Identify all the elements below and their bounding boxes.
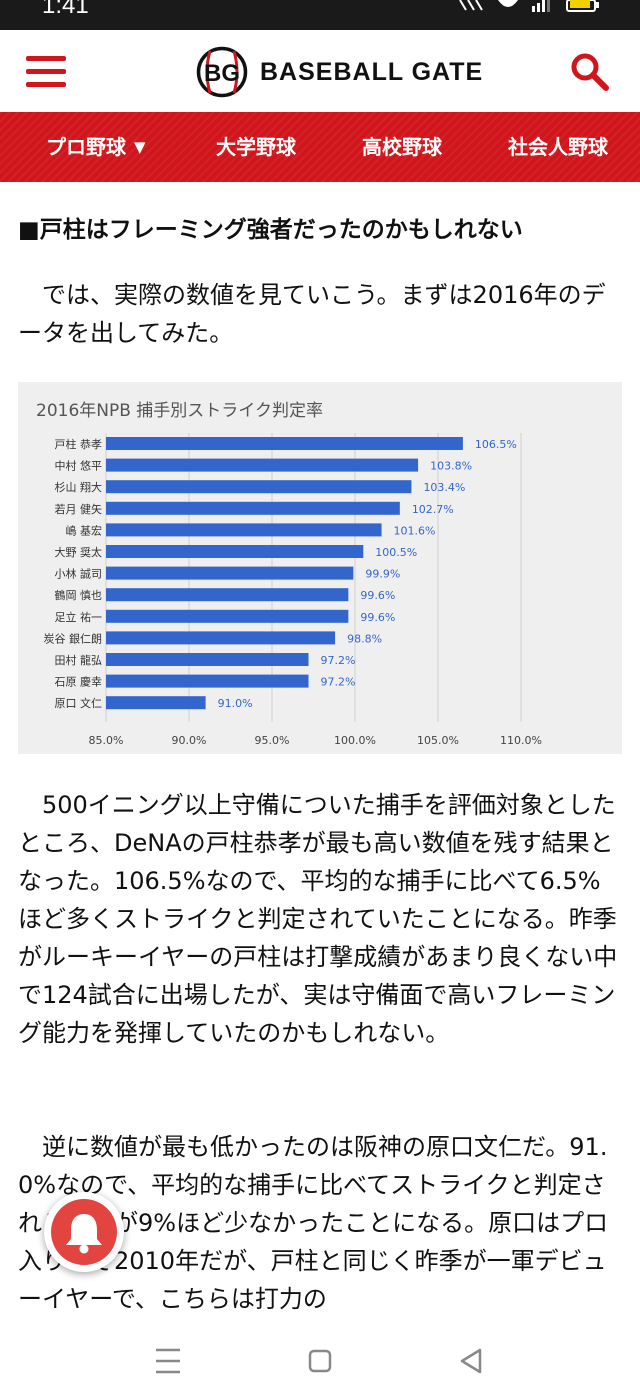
chart-title: 2016年NPB 捕手別ストライク判定率 bbox=[36, 401, 323, 421]
chart-value-label: 103.4% bbox=[423, 481, 465, 494]
chart-bar bbox=[106, 631, 336, 645]
wifi-icon bbox=[498, 0, 518, 7]
chart-bar bbox=[106, 523, 382, 537]
body-paragraph-1: 500イニング以上守備についた捕手を評価対象としたところ、DeNAの戸柱恭孝が最… bbox=[18, 791, 618, 1047]
chart-value-label: 101.6% bbox=[394, 524, 436, 537]
status-bar: 1:41 bbox=[0, 0, 640, 30]
chart-value-label: 99.6% bbox=[360, 611, 395, 624]
battery-icon bbox=[566, 0, 599, 12]
signal-icon bbox=[532, 0, 550, 12]
chart-category-label: 原口 文仁 bbox=[55, 696, 103, 710]
chart-bar bbox=[106, 458, 419, 472]
chart-xtick-label: 110.0% bbox=[500, 734, 542, 747]
chart-value-label: 99.6% bbox=[360, 589, 395, 602]
chart-value-label: 103.8% bbox=[430, 460, 472, 473]
status-icons bbox=[458, 0, 600, 14]
chart-category-label: 戸柱 恭孝 bbox=[55, 437, 103, 451]
nav-item-pro-baseball[interactable]: プロ野球 ▼ bbox=[46, 112, 146, 182]
chart-bar bbox=[106, 674, 309, 688]
chart-value-label: 100.5% bbox=[375, 546, 417, 559]
status-time: 1:41 bbox=[42, 0, 89, 19]
chart-xtick-label: 105.0% bbox=[417, 734, 459, 747]
chart-value-label: 98.8% bbox=[347, 632, 382, 645]
site-logo[interactable]: BG BASEBALL GATE bbox=[196, 46, 483, 98]
chart-xtick-label: 100.0% bbox=[334, 734, 376, 747]
chart-value-label: 102.7% bbox=[412, 503, 454, 516]
chart-xtick-label: 85.0% bbox=[89, 734, 124, 747]
chart-bar bbox=[106, 437, 463, 450]
chart-bar bbox=[106, 609, 349, 623]
chart-category-label: 炭谷 銀仁朗 bbox=[44, 631, 103, 645]
back-triangle-icon bbox=[460, 1348, 482, 1374]
logo-mark-icon: BG bbox=[196, 46, 248, 98]
recent-apps-button[interactable] bbox=[148, 1344, 188, 1378]
chart-bar bbox=[106, 566, 354, 580]
chart-category-label: 石原 慶幸 bbox=[55, 675, 103, 689]
chart-bar bbox=[106, 501, 400, 515]
category-nav: プロ野球 ▼ 大学野球 高校野球 社会人野球 bbox=[0, 112, 640, 182]
dropdown-arrow-icon: ▼ bbox=[134, 138, 146, 156]
body-paragraph-2: 逆に数値が最も低かったのは阪神の原口文仁だ。91.0%なので、平均的な捕手に比べ… bbox=[18, 1133, 609, 1313]
chart-value-label: 97.2% bbox=[321, 654, 356, 667]
search-button[interactable] bbox=[570, 52, 610, 92]
chart-category-label: 大野 奨太 bbox=[55, 545, 103, 559]
chart-value-label: 106.5% bbox=[475, 438, 517, 451]
chart-category-label: 中村 悠平 bbox=[55, 459, 103, 473]
logo-text: BASEBALL GATE bbox=[260, 57, 484, 86]
chart-category-label: 田村 龍弘 bbox=[55, 653, 103, 667]
chart-category-label: 若月 健矢 bbox=[55, 502, 103, 516]
hamburger-menu-icon[interactable] bbox=[26, 56, 66, 88]
chart-bar bbox=[106, 480, 412, 494]
chart-value-label: 91.0% bbox=[218, 697, 253, 710]
section-heading: ■戸柱はフレーミング強者だったのかもしれない bbox=[18, 217, 523, 243]
chart-svg: 2016年NPB 捕手別ストライク判定率 戸柱 恭孝 106.5% 中村 悠平 103… bbox=[36, 401, 542, 747]
nav-item-highschool-baseball[interactable]: 高校野球 bbox=[362, 135, 442, 159]
nav-item-label: プロ野球 bbox=[46, 135, 126, 159]
nav-item-corporate-baseball[interactable]: 社会人野球 bbox=[508, 135, 608, 159]
svg-text:BG: BG bbox=[204, 60, 240, 87]
nav-item-college-baseball[interactable]: 大学野球 bbox=[216, 135, 296, 159]
bell-icon bbox=[66, 1214, 102, 1254]
menu-lines-icon bbox=[156, 1348, 180, 1374]
site-header: BG BASEBALL GATE bbox=[0, 30, 640, 112]
chart-category-label: 嶋 基宏 bbox=[66, 523, 103, 537]
search-icon bbox=[571, 53, 609, 91]
chart-bar bbox=[106, 696, 206, 710]
chart-category-label: 足立 祐一 bbox=[55, 610, 103, 624]
chart-bar bbox=[106, 545, 364, 558]
notification-icon bbox=[459, 0, 483, 11]
chart-xtick-label: 90.0% bbox=[172, 734, 207, 747]
chart-bar bbox=[106, 653, 309, 666]
home-button[interactable] bbox=[300, 1344, 340, 1378]
system-nav-bar bbox=[0, 1326, 640, 1396]
chart-value-label: 99.9% bbox=[365, 568, 400, 581]
chart-category-label: 小林 誠司 bbox=[55, 567, 103, 581]
back-button[interactable] bbox=[452, 1344, 492, 1378]
chart-xtick-label: 95.0% bbox=[255, 734, 290, 747]
intro-paragraph: では、実際の数値を見ていこう。まずは2016年のデータを出してみた。 bbox=[18, 281, 606, 347]
chart-bar bbox=[106, 588, 349, 602]
chart-value-label: 97.2% bbox=[321, 676, 356, 689]
strike-rate-chart: 2016年NPB 捕手別ストライク判定率 戸柱 恭孝 106.5% 中村 悠平 103… bbox=[18, 382, 622, 754]
chart-category-label: 杉山 翔大 bbox=[55, 480, 103, 494]
notification-bell-button[interactable] bbox=[44, 1192, 124, 1272]
chart-category-label: 鶴岡 慎也 bbox=[55, 588, 103, 602]
home-square-icon bbox=[308, 1349, 332, 1373]
